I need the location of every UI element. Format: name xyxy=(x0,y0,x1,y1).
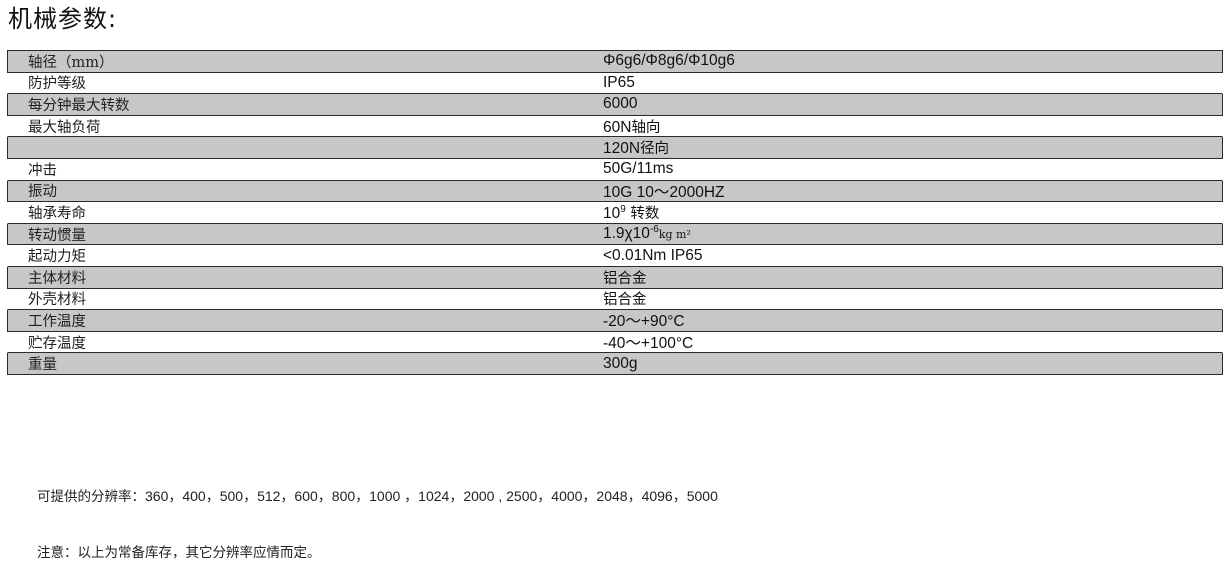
spec-label: 主体材料 xyxy=(28,270,86,287)
table-row: 振动 10G 10～2000HZ xyxy=(7,180,1223,203)
spec-value: 300g xyxy=(603,354,638,372)
spec-value-base: 10 xyxy=(603,204,621,222)
spec-value-text: 转数 xyxy=(625,205,660,222)
resolutions-values: 360，400，500，512，600，800，1000 ，1024，2000 … xyxy=(145,488,718,504)
page-title: 机械参数: xyxy=(8,5,118,33)
spec-value-text: 铝合金 xyxy=(603,270,647,287)
spec-value: 109 转数 xyxy=(593,202,1222,223)
spec-value-exponent: 9 xyxy=(620,203,626,215)
table-row: 120N径向 xyxy=(7,137,1223,159)
spec-value: 120N径向 xyxy=(593,137,1222,158)
spec-value: -40～+100°C xyxy=(603,335,694,353)
spec-value: <0.01Nm IP65 xyxy=(603,246,703,264)
spec-label: 轴径（mm） xyxy=(28,54,114,71)
table-row: 工作温度 -20～+90°C xyxy=(7,310,1223,332)
table-row: 起动力矩 <0.01Nm IP65 xyxy=(7,245,1223,267)
spec-value: 50G/11ms xyxy=(603,160,674,178)
spec-label: 振动 xyxy=(28,184,57,201)
table-row: 重量 300g xyxy=(7,353,1223,375)
spec-label: 每分钟最大转数 xyxy=(28,97,130,114)
spec-value-text: 轴向 xyxy=(631,119,661,136)
spec-label: 冲击 xyxy=(28,162,57,179)
spec-value: 6000 xyxy=(603,95,638,113)
spec-value: 1.9χ10-6kg m² xyxy=(593,225,1222,243)
spec-value: 铝合金 xyxy=(593,267,1222,288)
spec-label: 起动力矩 xyxy=(28,249,86,266)
spec-label: 重量 xyxy=(28,357,57,374)
spec-label: 外壳材料 xyxy=(28,292,86,309)
resolutions-note: 可提供的分辨率：360，400，500，512，600，800，1000 ，10… xyxy=(37,485,718,506)
spec-value-number: 60N xyxy=(603,118,632,136)
spec-label: 最大轴负荷 xyxy=(28,119,101,136)
table-row: 主体材料 铝合金 xyxy=(7,266,1223,289)
spec-label: 轴承寿命 xyxy=(28,205,86,222)
table-row: 冲击 50G/11ms xyxy=(7,158,1223,181)
spec-table: 轴径（mm） Φ6g6/Φ8g6/Φ10g6 防护等级 IP65 每分钟最大转数… xyxy=(7,50,1223,375)
spec-value-unit: kg m² xyxy=(658,228,691,242)
spec-value: 10G 10～2000HZ xyxy=(603,183,725,201)
table-row: 贮存温度 -40～+100°C xyxy=(7,331,1223,354)
spec-label: 贮存温度 xyxy=(28,335,86,352)
spec-value-exponent: -6 xyxy=(649,224,659,236)
table-row: 防护等级 IP65 xyxy=(7,72,1223,95)
table-row: 最大轴负荷 60N轴向 xyxy=(7,115,1223,138)
spec-value: IP65 xyxy=(603,73,635,91)
stock-note: 注意：以上为常备库存，其它分辨率应情而定。 xyxy=(37,545,321,561)
resolutions-label: 可提供的分辨率： xyxy=(37,489,145,505)
spec-value: -20～+90°C xyxy=(603,313,685,331)
table-row: 轴承寿命 109 转数 xyxy=(7,202,1223,224)
spec-label: 转动惯量 xyxy=(28,227,86,244)
table-row: 转动惯量 1.9χ10-6kg m² xyxy=(7,223,1223,246)
spec-value: 60N轴向 xyxy=(593,116,1222,137)
spec-value: Φ6g6/Φ8g6/Φ10g6 xyxy=(603,52,735,70)
table-row: 轴径（mm） Φ6g6/Φ8g6/Φ10g6 xyxy=(7,51,1223,73)
spec-value-text: 径向 xyxy=(640,141,670,158)
spec-value: 铝合金 xyxy=(593,288,1222,309)
spec-label: 工作温度 xyxy=(28,313,86,330)
spec-value-number: 120N xyxy=(603,140,641,158)
spec-value-text: 铝合金 xyxy=(603,292,647,309)
spec-value-base: 1.9χ10 xyxy=(603,225,650,243)
table-row: 外壳材料 铝合金 xyxy=(7,288,1223,311)
spec-label: 防护等级 xyxy=(28,76,86,93)
table-row: 每分钟最大转数 6000 xyxy=(7,94,1223,116)
